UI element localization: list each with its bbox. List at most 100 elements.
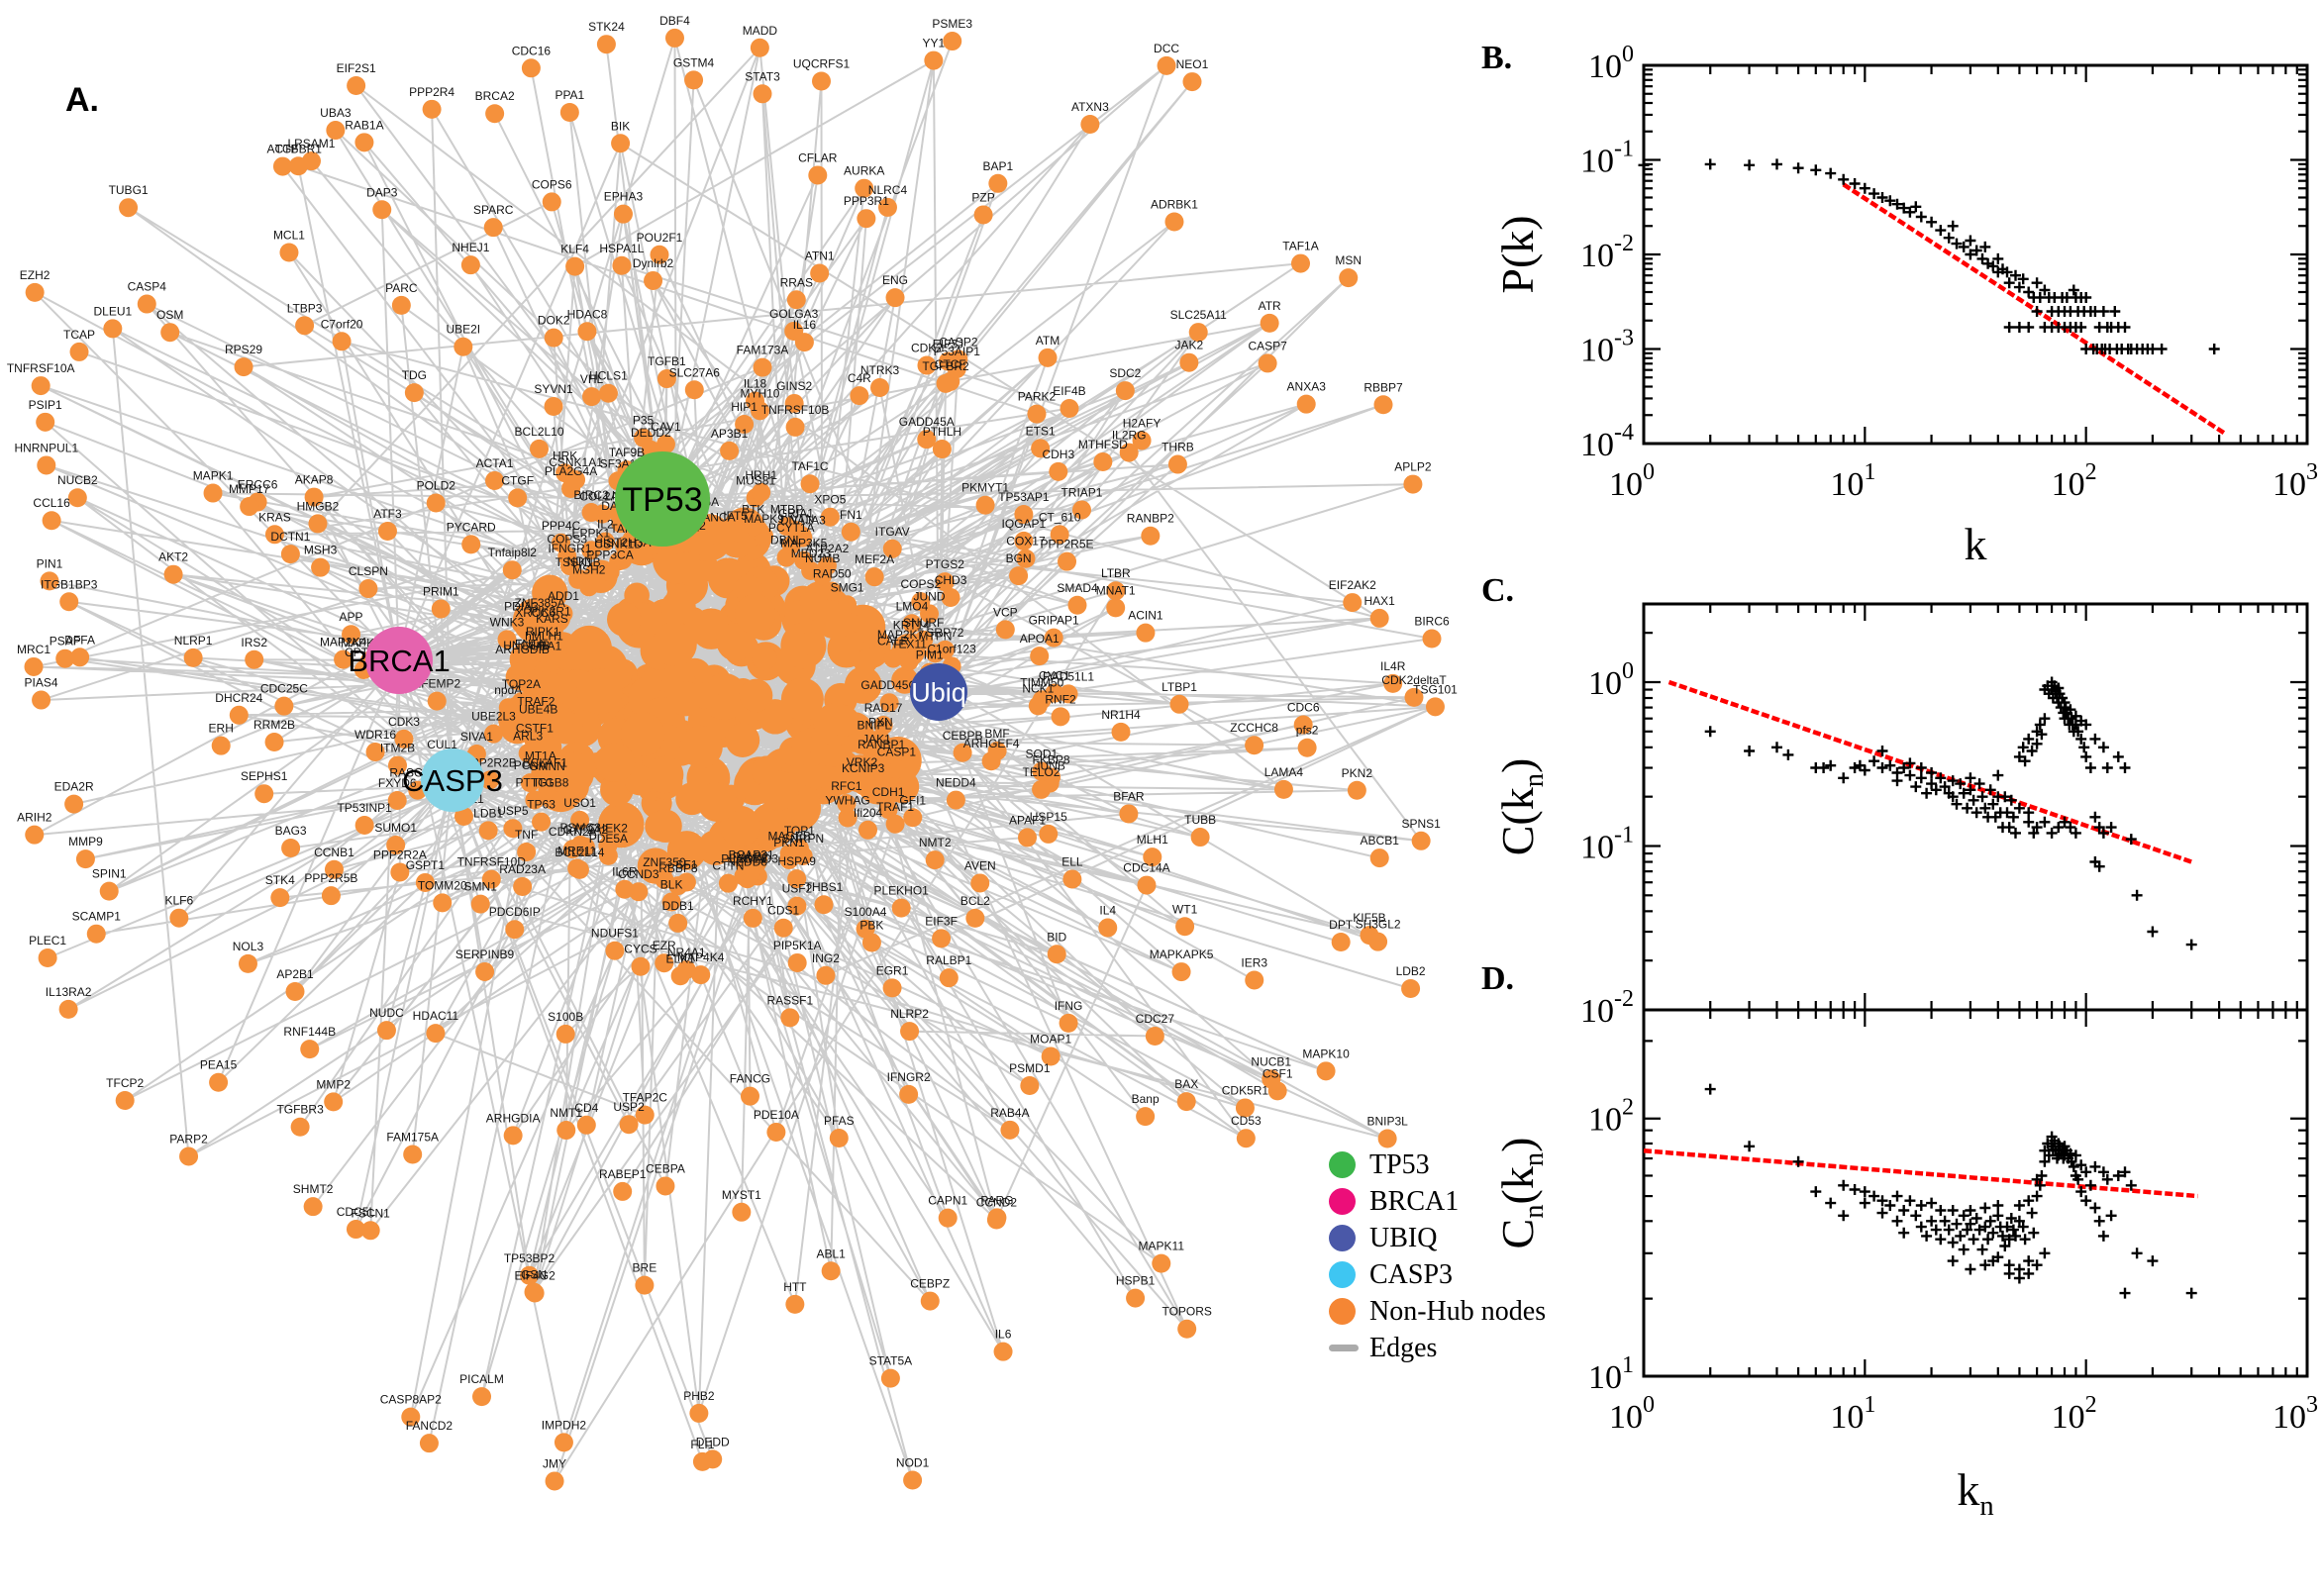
node-label: MAP2K7 [877,628,925,642]
node-label: COX17 [1006,535,1046,549]
network-node [1009,566,1029,586]
node-label: PTGS2 [926,557,965,571]
node-label: BAG3 [275,824,307,838]
network-node [376,1021,396,1041]
node-label: IFNGR2 [887,1070,931,1084]
network-node [290,1117,310,1137]
network-node [679,725,723,768]
fit-line [1643,1148,2198,1199]
node-label: THBS1 [805,880,844,894]
node-label: TOP1 [784,824,815,838]
node-label: SPARC [473,203,514,217]
network-node [829,1128,849,1147]
node-label: FLI1 [690,1438,714,1451]
axis-title: C(kn) [1492,758,1550,856]
node-label: BCL2L10 [514,425,563,439]
node-label: YY1 [923,37,946,50]
node-label: SERPINB9 [455,948,515,961]
node-label: UNC84B [503,639,550,652]
network-node [938,1208,958,1228]
network-node [480,770,500,790]
node-label: TGFBR1 [275,142,323,155]
node-label: TEX11 [891,638,927,651]
tick-label: 10-4 [1580,420,1634,463]
node-label: RRAS [780,275,813,289]
network-node [576,1115,596,1135]
network-node [1177,1319,1197,1339]
node-label: ATN1 [805,249,835,263]
network-node [821,1261,841,1281]
node-label: ITGB1BP3 [41,577,98,591]
node-label: DOK2 [538,314,570,328]
network-node [941,587,960,607]
network-node [650,245,669,264]
network-node-labels: CDK2PCNACCNE1UBA1CCND3NEDD8KARSSF3A1ERHX… [7,14,1458,1471]
network-node [521,58,541,78]
network-node [1157,55,1176,75]
network-node [426,1024,446,1044]
node-label: JAK2 [1174,339,1203,352]
network-node [354,133,374,152]
node-label: ACTB [266,143,298,156]
node-label: CSTF1 [516,721,554,735]
node-label: MSH3 [304,544,338,557]
node-label: TP63 [527,798,556,812]
network-node [735,415,755,435]
node-label: CASP8AP2 [380,1393,442,1407]
node-label: SLC27A6 [669,365,721,379]
node-label: PKN2 [1342,766,1373,780]
network-node [391,295,411,315]
node-label: PSAP [50,635,81,648]
node-label: COL2A1 [579,490,625,504]
node-label: ING2 [812,951,840,965]
tick-label: 103 [2272,1392,2318,1436]
network-node [660,589,696,625]
node-label: NTRK3 [860,363,900,377]
node-label: TELO2 [1023,765,1060,779]
node-label: FKBP8 [1033,752,1070,766]
network-node [1339,268,1359,288]
tick-label: 103 [2272,459,2318,503]
network-node [115,1091,135,1111]
node-label: IL16 [793,318,817,332]
network-node [814,895,834,915]
network-node [377,522,397,542]
node-label: UBE2I [446,323,480,337]
network-node [943,32,962,51]
node-label: PPP2R4 [409,85,454,99]
network-node [1235,1098,1255,1118]
node-label: IFT57 [723,509,755,523]
network-node [386,836,406,855]
node-label: GSN [521,1267,547,1281]
node-label: TSG101 [1413,682,1458,696]
node-label: STK4 [265,873,295,887]
network-node [394,729,414,748]
node-label: RAD50 [813,567,852,581]
node-label: POLD2 [417,479,456,493]
node-label: ADD1 [548,589,579,603]
network-node [321,886,341,906]
tick-label: 101 [1830,459,1875,503]
network-node [852,770,871,790]
network-node [295,316,315,336]
network-node [1297,738,1317,757]
scatter-points [1704,1083,2197,1299]
network-node [784,321,804,341]
node-label: BLK [660,877,683,891]
network-node [1032,761,1052,781]
network-node [1171,962,1191,982]
hub-node-casp3 [421,748,484,812]
hub-node-ubiq [910,663,967,721]
network-node [1368,932,1388,951]
node-label: C1orf123 [927,642,976,655]
node-label: CAPN1 [928,1194,967,1208]
network-node [917,355,937,375]
network-node [545,1471,564,1491]
node-label: NLRP2 [890,1007,929,1021]
node-label: PRIM1 [423,585,459,599]
node-label: IL4 [1099,904,1116,918]
axis-title: Cn(kn) [1492,1138,1550,1249]
node-label: OSM [156,308,183,322]
node-label: VHL [580,372,604,386]
